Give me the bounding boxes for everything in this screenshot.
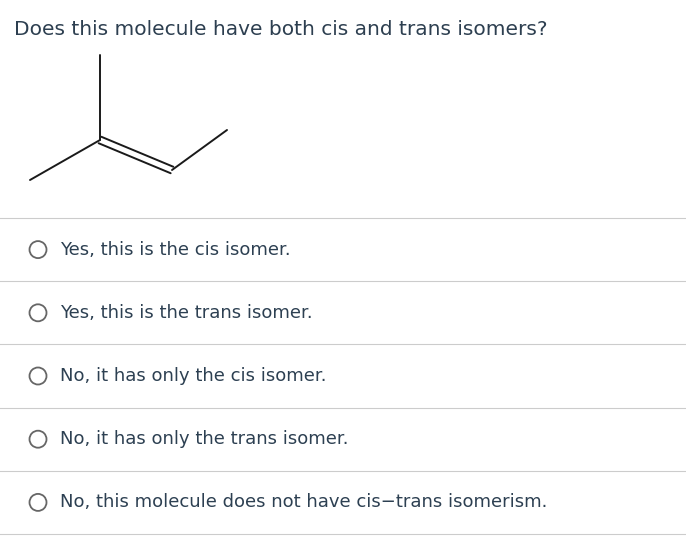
Text: No, it has only the cis isomer.: No, it has only the cis isomer. (60, 367, 327, 385)
Text: Yes, this is the cis isomer.: Yes, this is the cis isomer. (60, 240, 291, 259)
Text: Does this molecule have both cis and trans isomers?: Does this molecule have both cis and tra… (14, 20, 547, 39)
Text: No, it has only the trans isomer.: No, it has only the trans isomer. (60, 430, 349, 448)
Text: No, this molecule does not have cis−trans isomerism.: No, this molecule does not have cis−tran… (60, 493, 548, 512)
Text: Yes, this is the trans isomer.: Yes, this is the trans isomer. (60, 304, 313, 322)
